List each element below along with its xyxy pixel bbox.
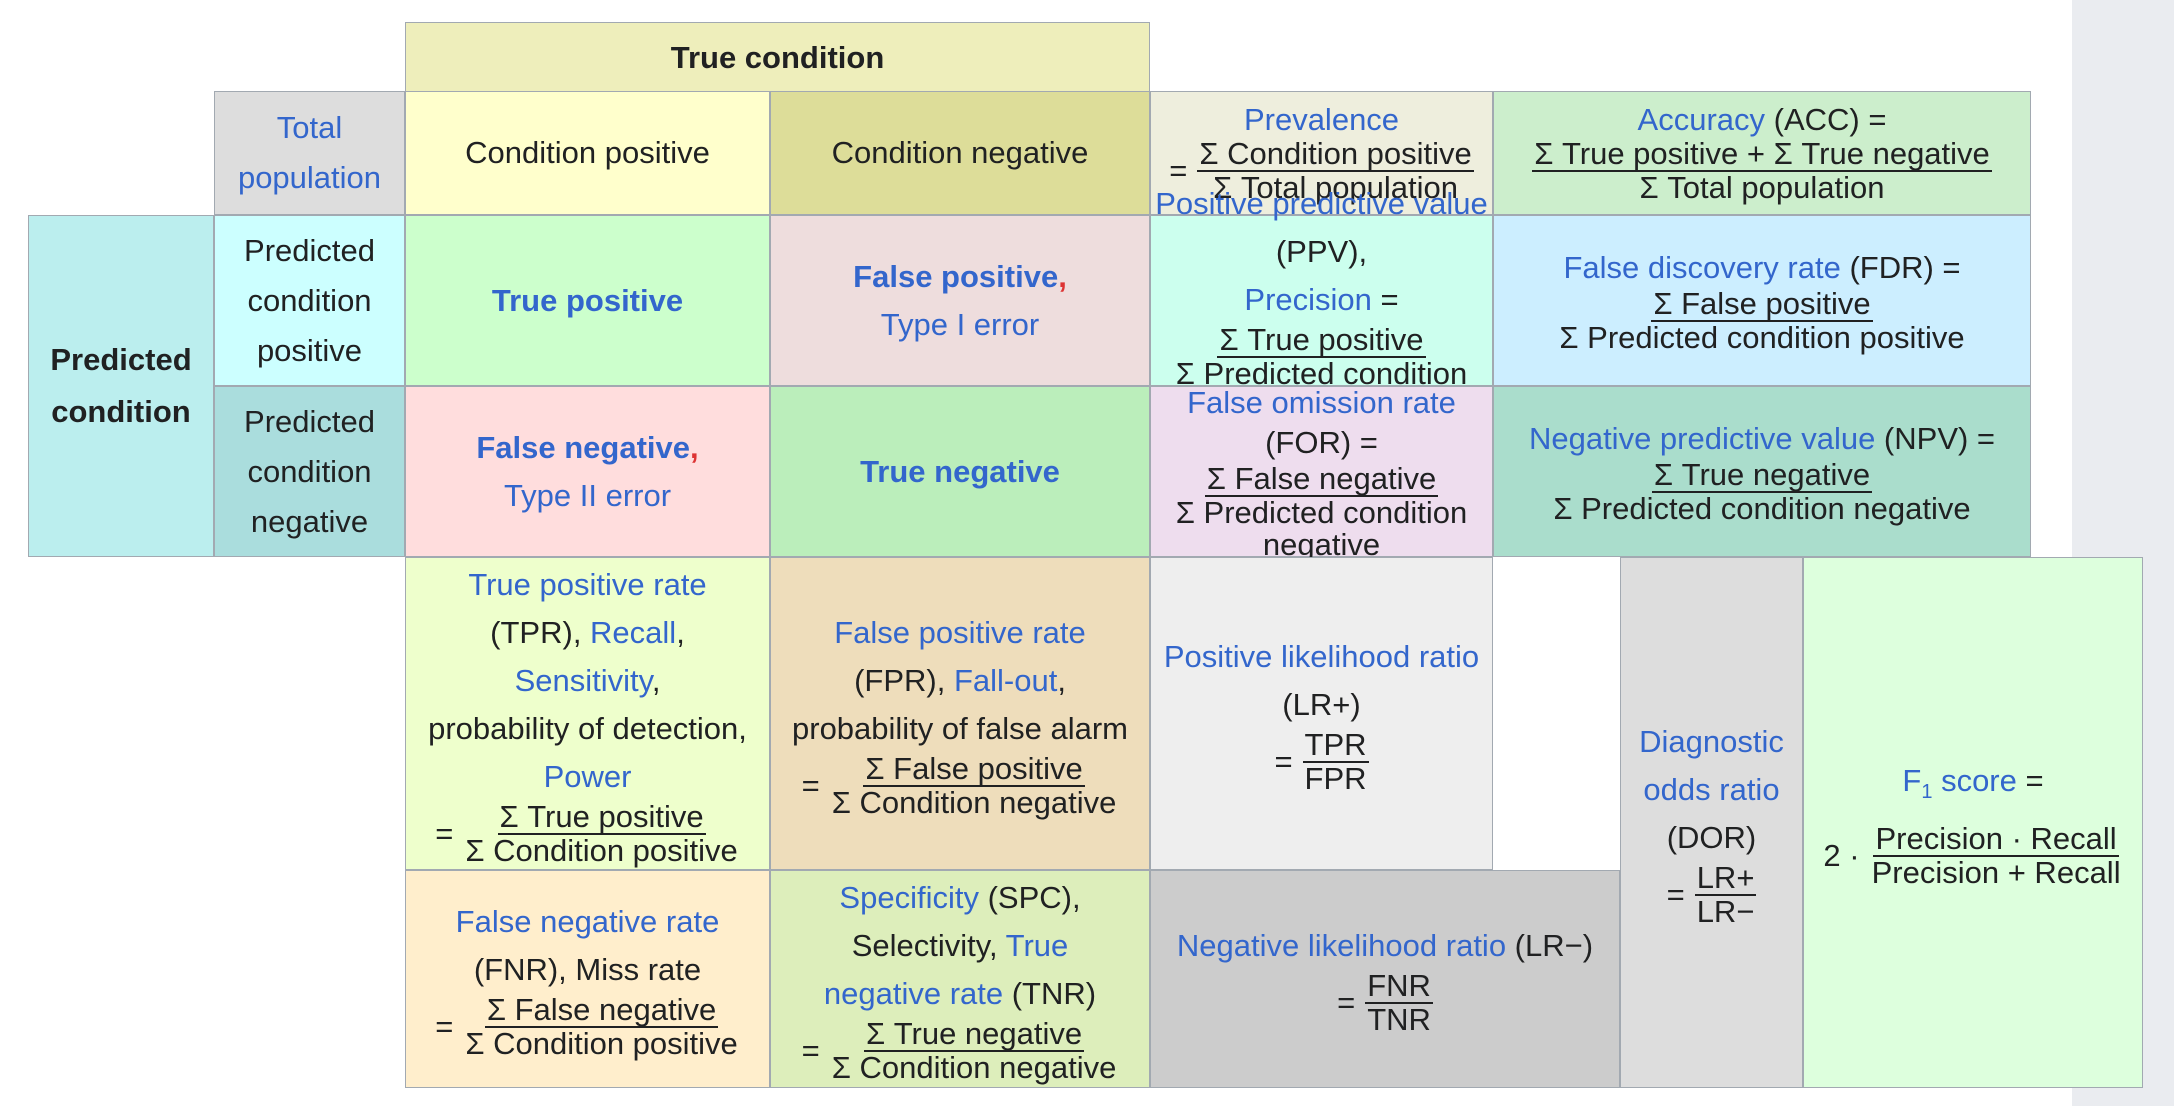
total-population-link[interactable]: Total population: [214, 91, 405, 215]
condition-positive-header: Condition positive: [405, 91, 770, 215]
npv-formula: Σ True negative Σ Predicted condition ne…: [1553, 456, 1971, 526]
accuracy-formula: Σ True positive + Σ True negative Σ Tota…: [1532, 136, 1992, 205]
condition-negative-header: Condition negative: [770, 91, 1150, 215]
predicted-positive-header: Predicted condition positive: [214, 215, 405, 386]
fdr-link[interactable]: False discovery rate: [1563, 249, 1841, 285]
tnr-link[interactable]: True: [1005, 928, 1069, 963]
f1-score-cell: F1 score = 2 · Precision · Recall Precis…: [1803, 557, 2143, 1088]
fnr-formula: Σ False negative Σ Condition positive: [465, 992, 738, 1061]
lr-positive-cell: Positive likelihood ratio (LR+) = TPR FP…: [1150, 557, 1493, 870]
recall-link[interactable]: Recall: [590, 614, 677, 650]
false-negative-link[interactable]: False negative: [476, 429, 691, 465]
lr-negative-formula: FNR TNR: [1365, 968, 1433, 1037]
lr-positive-link[interactable]: Positive likelihood ratio: [1163, 638, 1480, 674]
true-positive-link[interactable]: True positive: [491, 282, 684, 318]
true-condition-header: True condition: [405, 22, 1150, 93]
power-link[interactable]: Power: [543, 758, 632, 794]
ppv-cell: Positive predictive value (PPV), Precisi…: [1150, 186, 1493, 421]
sensitivity-link[interactable]: Sensitivity: [514, 662, 652, 698]
true-negative-link[interactable]: True negative: [860, 453, 1060, 489]
prevalence-cell: Prevalence = Σ Condition positive Σ Tota…: [1150, 91, 1493, 215]
fnr-cell: False negative rate (FNR), Miss rate = Σ…: [405, 870, 770, 1088]
specificity-cell: Specificity (SPC), Selectivity, True neg…: [770, 870, 1150, 1088]
for-formula: Σ False negative Σ Predicted condition n…: [1175, 460, 1468, 562]
fpr-cell: False positive rate (FPR), Fall-out, pro…: [770, 557, 1150, 870]
fpr-link[interactable]: False positive rate: [834, 614, 1086, 650]
prevalence-link[interactable]: Prevalence: [1243, 102, 1400, 137]
predicted-condition-header: Predicted condition: [28, 215, 214, 557]
dor-link[interactable]: Diagnostic: [1639, 723, 1784, 759]
false-negative-cell: False negative, Type II error: [405, 386, 770, 557]
dor-formula: LR+ LR−: [1694, 859, 1757, 929]
accuracy-cell: Accuracy (ACC) = Σ True positive + Σ Tru…: [1493, 91, 2031, 215]
ppv-link[interactable]: Positive predictive value: [1155, 185, 1488, 221]
fall-out-link[interactable]: Fall-out: [953, 662, 1058, 698]
fnr-link[interactable]: False negative rate: [455, 904, 720, 939]
predicted-negative-header: Predicted condition negative: [214, 386, 405, 557]
fdr-cell: False discovery rate (FDR) = Σ False pos…: [1493, 215, 2031, 386]
false-positive-cell: False positive, Type I error: [770, 215, 1150, 386]
precision-link[interactable]: Precision: [1244, 281, 1372, 317]
for-cell: False omission rate (FOR) = Σ False nega…: [1150, 384, 1493, 560]
false-positive-link[interactable]: False positive: [853, 258, 1059, 294]
for-link[interactable]: False omission rate: [1187, 384, 1456, 420]
true-positive-cell: True positive: [405, 215, 770, 386]
tpr-link[interactable]: True positive rate: [468, 566, 707, 602]
lr-positive-formula: TPR FPR: [1302, 726, 1369, 796]
specificity-link[interactable]: Specificity: [839, 880, 979, 915]
fpr-formula: Σ False positive Σ Condition negative: [831, 750, 1117, 820]
fdr-formula: Σ False positive Σ Predicted condition p…: [1559, 285, 1965, 355]
accuracy-link[interactable]: Accuracy: [1637, 102, 1766, 137]
prevalence-formula: Σ Condition positive Σ Total population: [1197, 136, 1474, 205]
confusion-matrix-table: True condition Predicted condition Total…: [28, 22, 2146, 1088]
f1-formula: Precision · Recall Precision + Recall: [1871, 820, 2121, 890]
dor-cell: Diagnostic odds ratio (DOR) = LR+ LR−: [1620, 557, 1803, 1088]
tpr-cell: True positive rate (TPR), Recall, Sensit…: [405, 557, 770, 870]
npv-link[interactable]: Negative predictive value: [1528, 420, 1876, 456]
true-negative-cell: True negative: [770, 386, 1150, 557]
lr-negative-link[interactable]: Negative likelihood ratio: [1176, 928, 1507, 963]
npv-cell: Negative predictive value (NPV) = Σ True…: [1493, 386, 2031, 557]
f1-score-link[interactable]: F1 score: [1902, 762, 2017, 803]
specificity-formula: Σ True negative Σ Condition negative: [831, 1016, 1117, 1085]
lr-negative-cell: Negative likelihood ratio (LR−) = FNR TN…: [1150, 870, 1620, 1088]
tpr-formula: Σ True positive Σ Condition positive: [465, 798, 738, 868]
type-2-error-link[interactable]: Type II error: [503, 477, 672, 513]
type-1-error-link[interactable]: Type I error: [880, 306, 1040, 342]
